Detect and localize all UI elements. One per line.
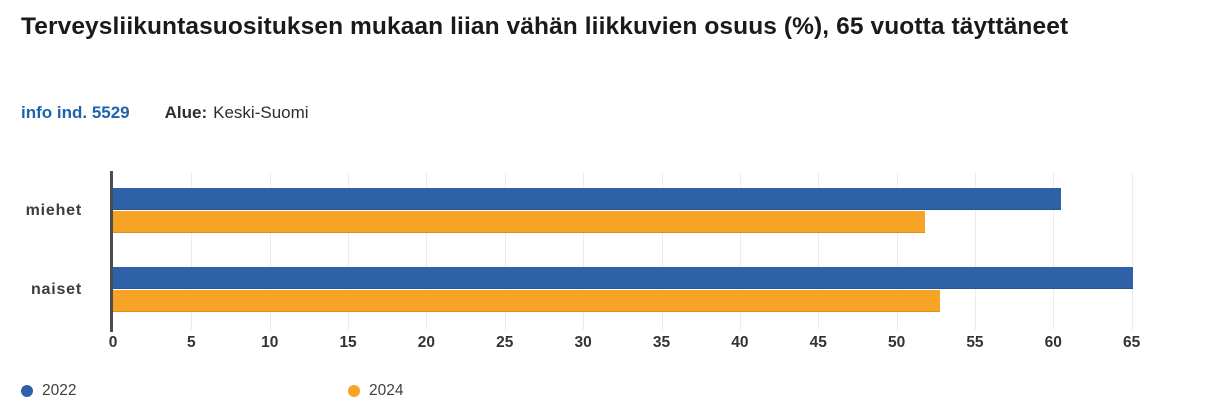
gridline xyxy=(504,173,506,330)
x-axis-tick-label: 65 xyxy=(1123,334,1141,351)
legend-marker-icon xyxy=(348,385,360,397)
plot-area xyxy=(113,173,1163,330)
legend-item-2024[interactable]: 2024 xyxy=(348,382,403,400)
x-axis-tick-label: 15 xyxy=(339,334,357,351)
x-axis-tick-label: 50 xyxy=(887,334,906,351)
x-axis-tick-label: 55 xyxy=(966,334,984,351)
gridline xyxy=(739,173,741,330)
bar-miehet-2022[interactable] xyxy=(113,188,1062,210)
gridline xyxy=(191,173,193,330)
gridline xyxy=(1131,173,1133,330)
x-axis-tick-label: 40 xyxy=(731,334,749,351)
bar-naiset-2024[interactable] xyxy=(113,290,941,312)
legend-label: 2022 xyxy=(42,382,77,399)
x-axis-tick-label: 5 xyxy=(187,334,196,351)
gridline xyxy=(583,173,585,330)
area-label: Alue: xyxy=(164,103,208,122)
x-axis-ticks: 0 5 10 15 20 25 30 35 40 45 50 55 60 65 xyxy=(109,334,1163,354)
meta-row: info ind. 5529 Alue: Keski-Suomi xyxy=(21,103,309,123)
indicator-info-link[interactable]: info ind. 5529 xyxy=(21,103,130,122)
x-axis-tick-label: 35 xyxy=(652,334,671,351)
gridline xyxy=(269,173,271,330)
x-axis-tick-label: 60 xyxy=(1044,334,1062,351)
x-axis-tick-label: 0 xyxy=(108,334,118,351)
legend-label: 2024 xyxy=(369,382,404,399)
gridline xyxy=(818,173,820,330)
x-axis-tick-label: 10 xyxy=(261,334,279,351)
gridline xyxy=(348,173,350,330)
area-info: Alue: Keski-Suomi xyxy=(165,103,309,123)
area-value: Keski-Suomi xyxy=(213,103,309,122)
gridline xyxy=(896,173,898,330)
gridline xyxy=(426,173,428,330)
legend: 2022 2024 xyxy=(21,382,721,404)
gridline xyxy=(1053,173,1055,330)
x-axis-tick-label: 20 xyxy=(417,334,436,351)
gridline xyxy=(974,173,976,330)
category-label-miehet: miehet xyxy=(25,202,82,219)
bar-naiset-2022[interactable] xyxy=(113,267,1134,289)
legend-marker-icon xyxy=(21,385,33,397)
legend-item-2022[interactable]: 2022 xyxy=(21,382,76,400)
page-title: Terveysliikuntasuosituksen mukaan liian … xyxy=(21,13,1069,40)
gridline xyxy=(661,173,663,330)
bar-miehet-2024[interactable] xyxy=(113,211,925,233)
x-axis-tick-label: 25 xyxy=(496,334,514,351)
y-axis-line xyxy=(110,171,113,332)
category-labels: miehet naiset xyxy=(0,173,96,330)
x-axis-tick-label: 45 xyxy=(809,334,827,351)
x-axis-tick-label: 30 xyxy=(574,334,592,351)
category-label-naiset: naiset xyxy=(30,281,82,298)
